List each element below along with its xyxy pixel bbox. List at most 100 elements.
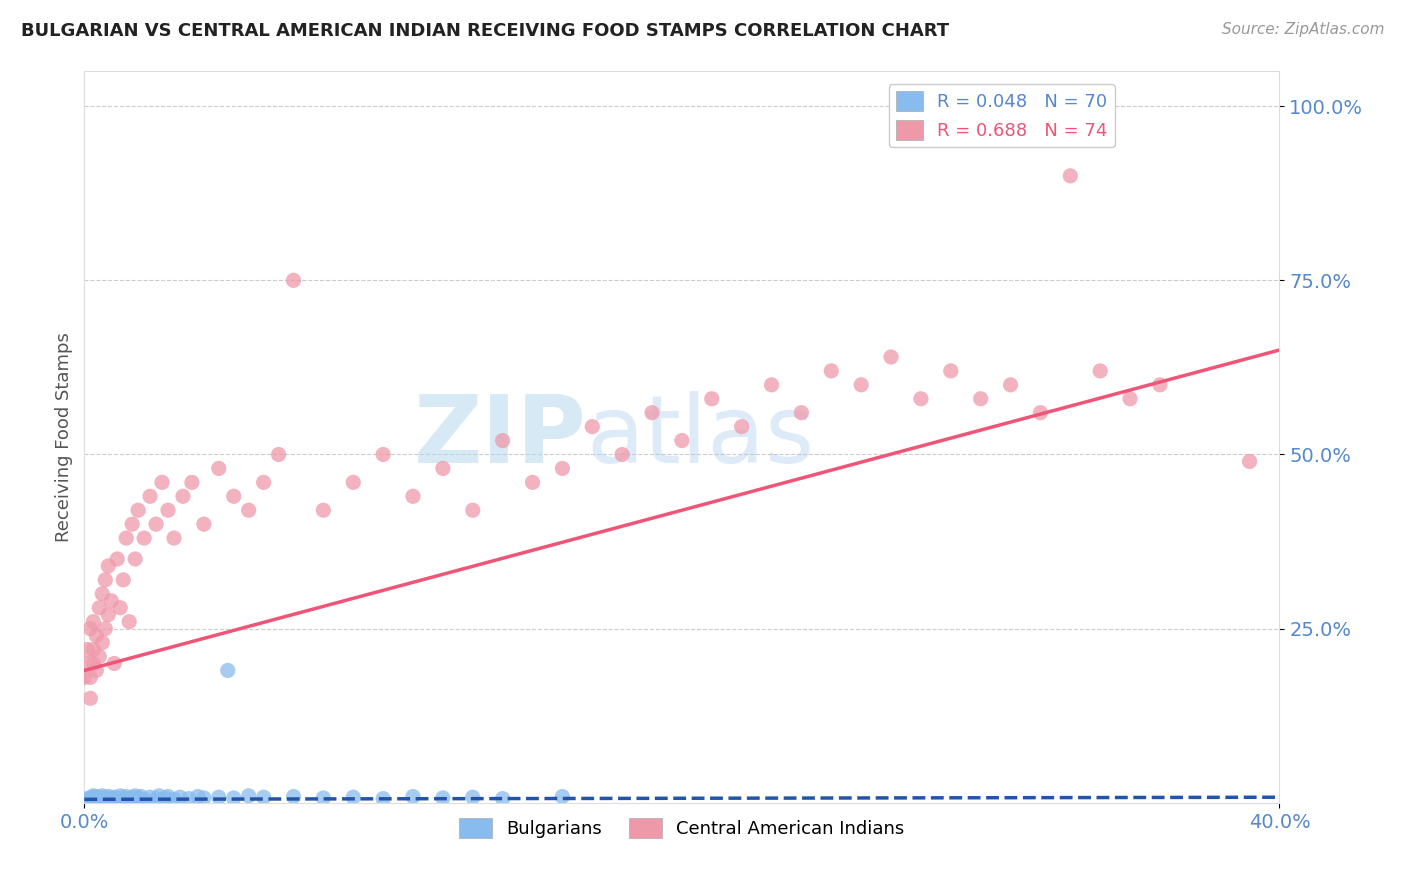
Point <box>522 475 544 490</box>
Point <box>103 657 125 671</box>
Point <box>761 377 783 392</box>
Point <box>89 600 111 615</box>
Point <box>89 794 111 808</box>
Point <box>492 791 515 805</box>
Point <box>76 657 98 671</box>
Point <box>939 364 962 378</box>
Point <box>671 434 693 448</box>
Point <box>76 792 98 806</box>
Point <box>910 392 932 406</box>
Point <box>177 791 200 805</box>
Point <box>73 794 96 808</box>
Point <box>238 789 260 803</box>
Point <box>193 517 215 532</box>
Point <box>700 392 723 406</box>
Point <box>1029 406 1052 420</box>
Point <box>86 791 108 805</box>
Point <box>373 791 395 805</box>
Point <box>118 791 141 805</box>
Point <box>94 573 117 587</box>
Point <box>163 531 186 545</box>
Point <box>121 790 143 805</box>
Text: ZIP: ZIP <box>413 391 586 483</box>
Point <box>1149 377 1171 392</box>
Point <box>110 789 132 803</box>
Point <box>82 791 104 805</box>
Point <box>121 517 143 532</box>
Point <box>731 419 754 434</box>
Point <box>253 475 276 490</box>
Point <box>581 419 603 434</box>
Point <box>86 794 108 808</box>
Point <box>91 794 114 808</box>
Point <box>267 448 290 462</box>
Point <box>82 642 104 657</box>
Point <box>79 795 101 809</box>
Point <box>217 664 239 678</box>
Point <box>89 790 111 805</box>
Point <box>312 791 335 805</box>
Point <box>89 793 111 807</box>
Point <box>551 461 574 475</box>
Point <box>124 789 146 803</box>
Point <box>150 475 173 490</box>
Point <box>157 503 180 517</box>
Point <box>76 794 98 808</box>
Point <box>82 790 104 805</box>
Point <box>82 615 104 629</box>
Point <box>1059 169 1081 183</box>
Point <box>148 789 170 803</box>
Point <box>76 791 98 805</box>
Point <box>76 794 98 808</box>
Point <box>79 792 101 806</box>
Point <box>97 607 120 622</box>
Point <box>1119 392 1142 406</box>
Point <box>551 789 574 804</box>
Point <box>86 792 108 806</box>
Point <box>79 793 101 807</box>
Point <box>79 670 101 684</box>
Point <box>163 792 186 806</box>
Point <box>82 789 104 803</box>
Point <box>641 406 664 420</box>
Point <box>312 503 335 517</box>
Point <box>970 392 993 406</box>
Point <box>76 793 98 807</box>
Point <box>402 789 425 804</box>
Point <box>105 552 128 566</box>
Text: BULGARIAN VS CENTRAL AMERICAN INDIAN RECEIVING FOOD STAMPS CORRELATION CHART: BULGARIAN VS CENTRAL AMERICAN INDIAN REC… <box>21 22 949 40</box>
Point <box>79 791 101 805</box>
Point <box>1239 454 1261 468</box>
Point <box>86 664 108 678</box>
Point <box>132 531 156 545</box>
Point <box>127 791 149 805</box>
Point <box>100 794 122 808</box>
Point <box>1090 364 1112 378</box>
Point <box>222 489 245 503</box>
Point <box>790 406 813 420</box>
Point <box>169 790 191 805</box>
Point <box>139 790 162 805</box>
Y-axis label: Receiving Food Stamps: Receiving Food Stamps <box>55 332 73 542</box>
Point <box>129 789 152 804</box>
Point <box>91 791 114 805</box>
Text: atlas: atlas <box>586 391 814 483</box>
Point <box>103 793 125 807</box>
Point <box>94 622 117 636</box>
Point <box>880 350 903 364</box>
Point <box>110 792 132 806</box>
Point <box>1000 377 1022 392</box>
Point <box>342 475 364 490</box>
Point <box>94 793 117 807</box>
Point <box>91 587 114 601</box>
Point <box>91 789 114 803</box>
Point <box>105 791 128 805</box>
Point <box>492 434 515 448</box>
Point <box>112 791 135 805</box>
Point <box>127 503 149 517</box>
Text: Source: ZipAtlas.com: Source: ZipAtlas.com <box>1222 22 1385 37</box>
Point <box>103 790 125 805</box>
Point <box>172 489 194 503</box>
Point <box>132 792 156 806</box>
Point <box>79 622 101 636</box>
